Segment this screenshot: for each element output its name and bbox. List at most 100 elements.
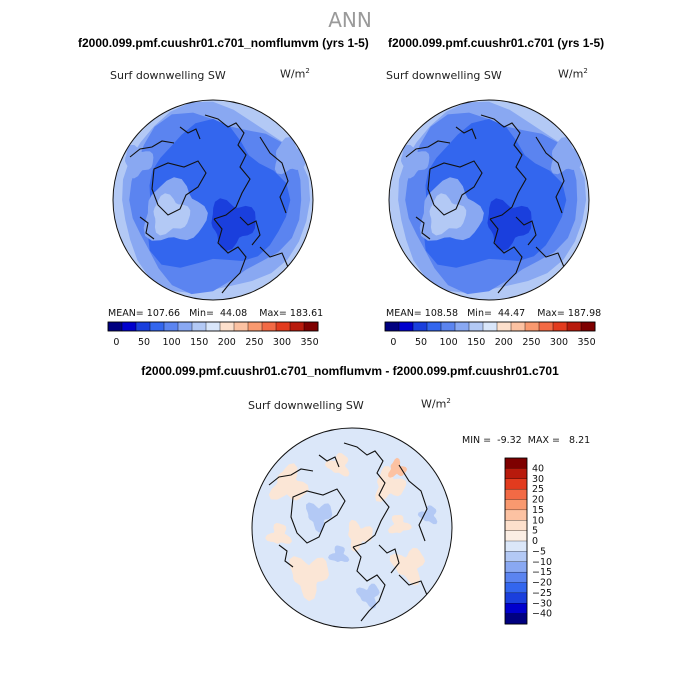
positive-anomaly [268,463,309,501]
colorbar-frame [504,457,528,625]
colorbar-swatch [121,321,137,332]
colorbar-tick-label: 200 [495,337,513,348]
colorbar-swatch [504,488,528,500]
panel-2-title: f2000.099.pmf.cuushr01.c701 (yrs 1-5) [388,36,605,50]
negative-anomaly [356,583,380,609]
colorbar-tick-label: 150 [467,337,485,348]
colorbar-swatch [504,603,528,615]
colorbar-swatch [504,468,528,480]
colorbar-swatch [233,321,249,332]
coastline [455,126,477,140]
colorbar-swatch [504,571,528,583]
colorbar-swatch [504,457,528,469]
colorbar-swatch [496,321,512,332]
coastline [489,218,523,294]
colorbar-frame [107,321,319,332]
coastline [268,468,314,486]
coastlines [129,114,289,294]
positive-peak [388,457,408,478]
coastline [318,454,340,468]
panel-1-colorbar: 0 50 100 150 200 250 300 350 [107,321,319,348]
colorbar-tick-label: 200 [218,337,236,348]
coastline [515,216,537,246]
colorbar-swatch [482,321,498,332]
colorbar-swatch [510,321,526,332]
coastline [352,546,386,622]
panel-1-units-label: W/m2 [280,67,310,81]
colorbar-tick-label: 50 [138,337,150,348]
colorbar-tick-label: 250 [522,337,540,348]
colorbar-swatch [426,321,442,332]
positive-anomaly [289,556,329,602]
colorbar-swatch [580,321,596,332]
colorbar-tick-label: 50 [415,337,427,348]
colorbar-swatch [538,321,554,332]
coastline [415,216,431,240]
colorbar-tick-label: −10 [532,557,552,568]
colorbar-swatch [247,321,263,332]
colorbar-swatch [384,321,400,332]
colorbar-tick-label: −20 [532,578,552,589]
colorbar-swatch [135,321,151,332]
colorbar-tick-label: −30 [532,598,552,609]
eastern-anomaly [550,137,585,175]
map-border [388,99,590,301]
colorbar-swatch [504,509,528,521]
positive-anomaly [375,466,407,502]
map-border [251,427,453,629]
colorbar-tick-label: 15 [532,505,544,516]
colorbar-tick-label: −25 [532,588,552,599]
colorbar-tick-label: 25 [532,484,544,495]
colorbar-tick-label: 350 [301,337,319,348]
panel-2-units-label: W/m2 [558,67,588,81]
panel-1-title: f2000.099.pmf.cuushr01.c701_nomflumvm (y… [78,36,369,50]
colorbar-swatch [504,530,528,542]
colorbar-tick-label: 250 [245,337,263,348]
panel-1-variable-label: Surf downwelling SW [110,69,226,82]
coastline [398,464,428,542]
panel-2-variable-label: Surf downwelling SW [386,69,502,82]
map-field [113,100,313,300]
colorbar-swatch [504,499,528,511]
colorbar-swatch [504,478,528,490]
panel-3-stats: MIN = -9.32 MAX = 8.21 [462,435,591,446]
coastline [290,488,346,544]
colorbar-swatch [504,592,528,604]
colorbar-tick-label: 0 [390,337,396,348]
panel-2-stats: MEAN= 108.58 Min= 44.47 Max= 187.98 [386,308,602,319]
colorbar-tick-label: 0 [113,337,119,348]
panel-1-stats: MEAN= 107.66 Min= 44.08 Max= 183.61 [108,308,324,319]
colorbar-swatch [504,520,528,532]
coastline [151,160,207,216]
colorbar-tick-label: 300 [273,337,291,348]
coastline [259,246,289,268]
colorbar-swatch [303,321,319,332]
colorbar-swatch [219,321,235,332]
panel-3-variable-label: Surf downwelling SW [248,399,364,412]
coastline [398,574,428,596]
colorbar-tick-label: 0 [532,536,538,547]
colorbar-swatch [163,321,179,332]
coastline [278,544,294,568]
colorbar-swatch [552,321,568,332]
positive-anomaly [388,515,412,534]
colorbar-swatch [289,321,305,332]
western-anomaly [125,145,154,179]
colorbar-swatch [504,551,528,563]
colorbar-frame [384,321,596,332]
coastline [129,140,175,158]
colorbar-swatch [275,321,291,332]
positive-anomaly [389,547,425,586]
low-sw-core [487,198,532,252]
colorbar-swatch [107,321,123,332]
colorbar-swatch [177,321,193,332]
colorbar-swatch [149,321,165,332]
negative-anomaly [306,502,333,533]
colorbar-tick-label: 100 [163,337,181,348]
greenland-core [429,193,467,236]
colorbar-tick-label: 30 [532,474,544,485]
coastline [480,114,527,220]
colorbar-swatch [205,321,221,332]
colorbar-swatch [191,321,207,332]
colorbar-tick-label: 20 [532,495,544,506]
